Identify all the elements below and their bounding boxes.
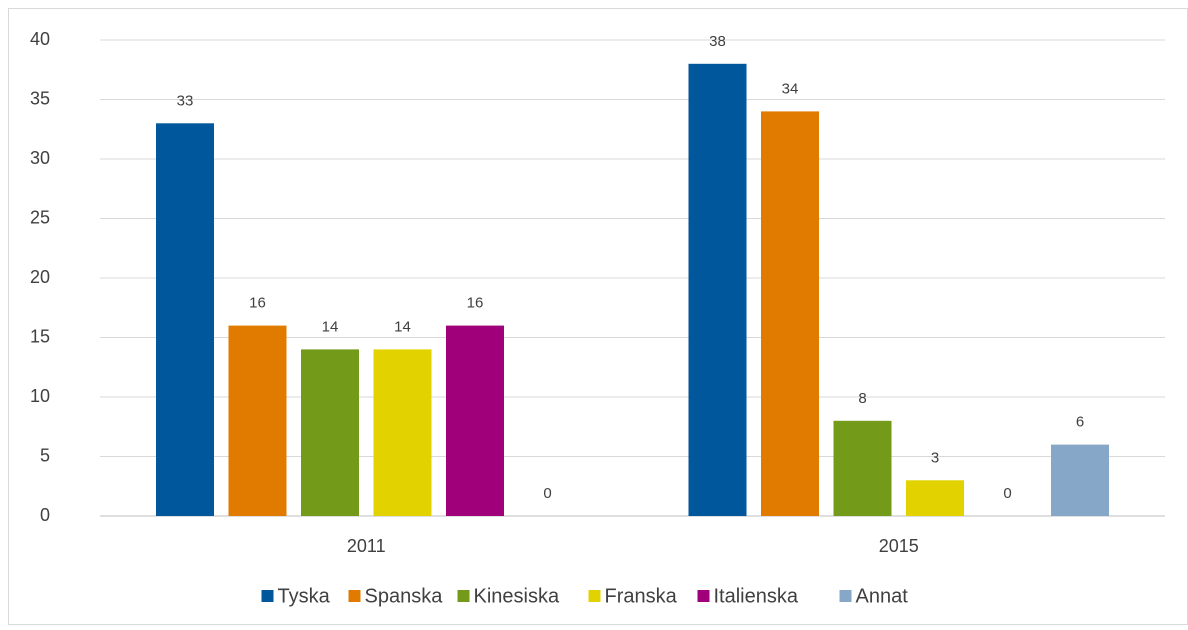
legend-swatch xyxy=(261,590,274,602)
x-tick-label: 2011 xyxy=(347,536,386,556)
bar xyxy=(156,123,214,517)
y-tick-label: 5 xyxy=(40,445,50,465)
legend-label: Italienska xyxy=(714,585,799,607)
data-label: 14 xyxy=(322,318,339,335)
data-label: 3 xyxy=(931,449,939,466)
data-label: 16 xyxy=(249,295,266,312)
bar xyxy=(833,420,892,516)
legend-swatch xyxy=(839,590,852,602)
y-tick-label: 40 xyxy=(30,29,50,49)
bar xyxy=(761,111,819,517)
legend-swatch xyxy=(457,590,470,602)
data-label: 16 xyxy=(467,295,484,312)
bar xyxy=(446,325,504,516)
y-tick-label: 10 xyxy=(30,386,50,406)
data-label: 34 xyxy=(782,80,799,97)
data-label: 14 xyxy=(394,318,411,335)
data-label: 38 xyxy=(709,33,726,50)
data-label: 0 xyxy=(543,485,551,502)
legend-swatch xyxy=(348,590,361,602)
legend-swatch xyxy=(697,590,710,602)
y-tick-label: 0 xyxy=(40,505,50,525)
y-tick-label: 20 xyxy=(30,267,50,287)
y-tick-label: 25 xyxy=(30,207,50,227)
bar xyxy=(906,480,964,516)
y-tick-label: 30 xyxy=(30,148,50,168)
data-label: 8 xyxy=(858,390,866,407)
legend-label: Annat xyxy=(856,585,909,607)
data-label: 6 xyxy=(1076,414,1084,431)
legend-swatch xyxy=(588,590,601,602)
legend-label: Tyska xyxy=(278,585,331,607)
y-tick-label: 15 xyxy=(30,326,50,346)
bar xyxy=(301,349,359,516)
y-tick-label: 35 xyxy=(30,88,50,108)
data-label: 33 xyxy=(177,92,194,109)
bar xyxy=(688,63,747,517)
legend-label: Kinesiska xyxy=(474,585,560,607)
bar xyxy=(1051,444,1109,516)
bar xyxy=(228,325,287,516)
data-label: 0 xyxy=(1003,485,1011,502)
legend-label: Franska xyxy=(605,585,678,607)
legend-label: Spanska xyxy=(365,585,444,607)
bar xyxy=(373,349,432,516)
x-tick-label: 2015 xyxy=(879,536,919,556)
